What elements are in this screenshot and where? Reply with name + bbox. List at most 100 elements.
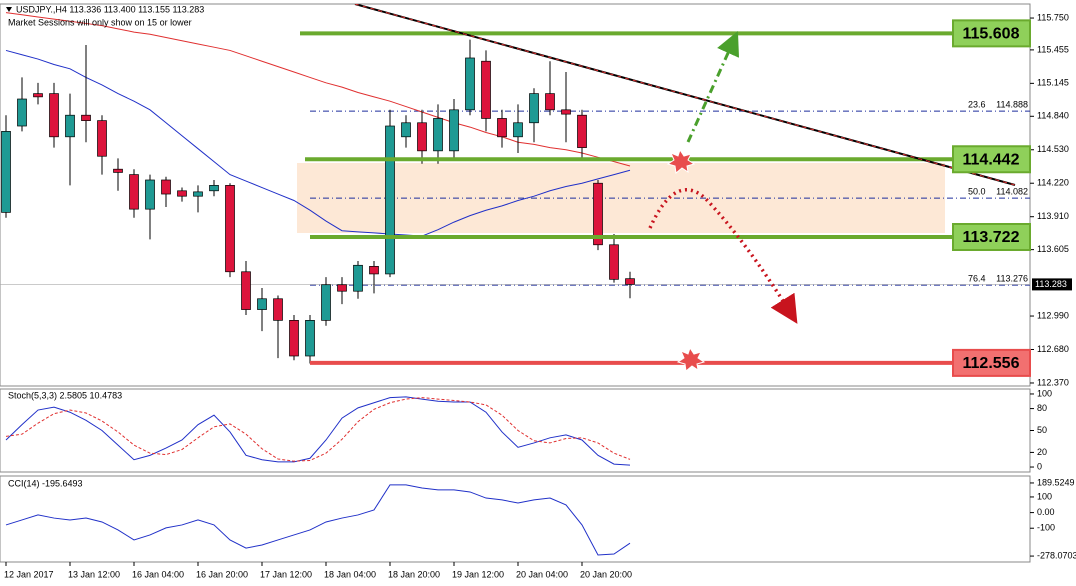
- candle-body: [385, 125, 395, 275]
- fib-level: 50.0: [968, 187, 986, 197]
- x-tick-label: 13 Jan 12:00: [68, 569, 120, 579]
- level-box: [952, 19, 1031, 48]
- y-tick-label: 100: [1037, 491, 1052, 501]
- y-tick-label: 80: [1037, 403, 1047, 413]
- fib-price: 114.888: [996, 99, 1028, 109]
- candle-body: [65, 114, 75, 138]
- candle-body: [369, 266, 379, 275]
- candle-body: [449, 109, 459, 152]
- candle-body: [609, 244, 619, 280]
- x-tick-label: 20 Jan 20:00: [580, 569, 632, 579]
- candle-body: [257, 298, 267, 310]
- y-tick-label: 113.605: [1037, 244, 1069, 254]
- candle-body: [193, 191, 203, 197]
- stoch-plot: [5, 396, 631, 466]
- fib-price: 113.276: [996, 274, 1028, 284]
- subtitle: Market Sessions will only show on 15 or …: [8, 17, 192, 27]
- y-tick-label: 115.750: [1037, 12, 1069, 22]
- candle-body: [241, 271, 251, 310]
- x-tick-label: 20 Jan 04:00: [516, 569, 568, 579]
- candle-body: [225, 185, 235, 273]
- candle-body: [81, 114, 91, 121]
- level-box: [952, 223, 1031, 252]
- y-tick-label: 20: [1037, 447, 1047, 457]
- candle-body: [321, 284, 331, 321]
- candle-body: [561, 109, 571, 115]
- candle-body: [33, 93, 43, 98]
- candle-body: [145, 179, 155, 210]
- candle-body: [289, 320, 299, 357]
- fib-level: 23.6: [968, 99, 986, 109]
- candle-body: [593, 182, 603, 246]
- candle-body: [577, 114, 587, 148]
- y-tick-label: 50: [1037, 425, 1047, 435]
- y-tick-label: 0.00: [1037, 507, 1055, 517]
- candle-body: [353, 264, 363, 292]
- indicator-line: [5, 397, 631, 462]
- symbol-title: USDJPY.,H4 113.336 113.400 113.155 113.2…: [16, 4, 204, 14]
- candle-body: [513, 122, 523, 138]
- menu-icon[interactable]: [6, 7, 12, 12]
- y-tick-label: 114.530: [1037, 144, 1069, 154]
- cci-panel: [0, 475, 1031, 563]
- candle-body: [545, 93, 555, 111]
- candle-body: [417, 122, 427, 152]
- cci-plot: [5, 484, 631, 556]
- fib-price: 114.082: [996, 187, 1028, 197]
- level-box: [952, 348, 1031, 377]
- cci-title: CCI(14) -195.6493: [8, 478, 83, 488]
- candle-body: [481, 60, 491, 119]
- burst: [676, 346, 706, 372]
- last-price-box: [1032, 278, 1072, 291]
- candle-body: [433, 118, 443, 152]
- candle-body: [497, 118, 507, 138]
- level-label: 115.608: [963, 26, 1020, 43]
- indicator-line: [5, 12, 631, 167]
- candle-body: [209, 185, 219, 192]
- y-tick-label: 112.990: [1037, 310, 1069, 320]
- x-tick-label: 16 Jan 04:00: [132, 569, 184, 579]
- y-tick-label: 115.145: [1037, 78, 1069, 88]
- y-tick-label: -278.0703: [1037, 550, 1076, 560]
- arrow-up: [686, 31, 740, 143]
- candle-body: [529, 93, 539, 124]
- y-tick-label: 0: [1037, 461, 1042, 471]
- x-tick-label: 18 Jan 20:00: [388, 569, 440, 579]
- main-plot: 23.6 114.888 50.0 114.082 76.4 113.276: [0, 12, 1030, 365]
- x-tick-label: 19 Jan 12:00: [452, 569, 504, 579]
- candle-body: [129, 174, 139, 210]
- candle-body: [401, 122, 411, 138]
- trendline-dash: [354, 4, 1016, 186]
- indicator-line: [5, 484, 631, 556]
- indicator-line: [5, 49, 631, 237]
- x-tick-label: 17 Jan 12:00: [260, 569, 312, 579]
- y-tick-label: 114.840: [1037, 111, 1069, 121]
- y-tick-label: 115.455: [1037, 44, 1069, 54]
- level-label: 113.722: [963, 229, 1020, 246]
- y-tick-label: 113.910: [1037, 211, 1069, 221]
- y-tick-label: 112.370: [1037, 377, 1069, 387]
- candle-body: [161, 179, 171, 195]
- level-box: [952, 145, 1031, 174]
- fib-level: 76.4: [968, 274, 986, 284]
- x-tick-label: 12 Jan 2017: [4, 569, 54, 579]
- y-tick-label: 189.5249: [1037, 477, 1075, 487]
- level-label: 112.556: [963, 355, 1020, 372]
- candle-body: [273, 298, 283, 321]
- candle-body: [97, 120, 107, 157]
- candle-body: [465, 57, 475, 111]
- level-label: 114.442: [963, 151, 1020, 168]
- drawings: [354, 4, 1016, 372]
- stoch-title: Stoch(5,3,3) 2.5805 10.4783: [8, 390, 122, 400]
- stoch-panel: [0, 388, 1031, 473]
- candle-body: [337, 284, 347, 292]
- candle-body: [177, 190, 187, 197]
- candle-body: [113, 168, 123, 173]
- candle-body: [1, 131, 11, 213]
- candle-body: [49, 93, 59, 138]
- y-tick-label: 100: [1037, 388, 1052, 398]
- indicator-line: [5, 396, 631, 466]
- x-tick-label: 18 Jan 04:00: [324, 569, 376, 579]
